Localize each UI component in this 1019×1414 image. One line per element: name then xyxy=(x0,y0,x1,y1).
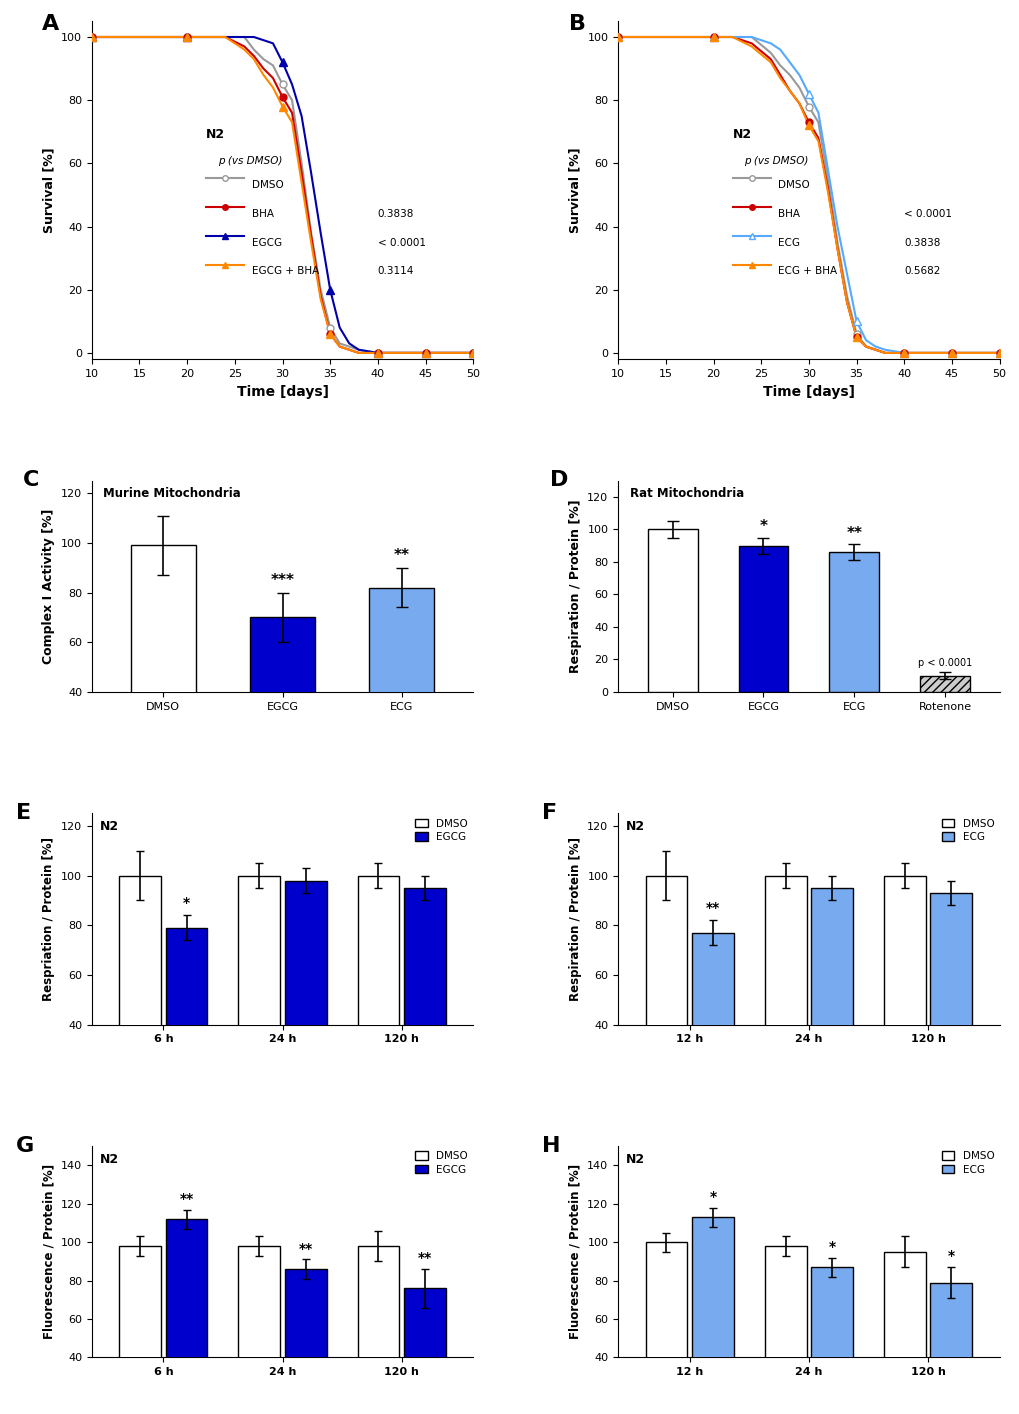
Text: *: * xyxy=(827,1240,835,1254)
Bar xyxy=(645,1243,687,1414)
Text: BHA: BHA xyxy=(777,209,800,219)
Text: p (vs DMSO): p (vs DMSO) xyxy=(743,157,808,167)
Text: Murine Mitochondria: Murine Mitochondria xyxy=(103,486,240,501)
Text: **: ** xyxy=(418,1251,432,1266)
Text: DMSO: DMSO xyxy=(777,180,809,189)
Text: **: ** xyxy=(393,547,410,563)
Bar xyxy=(119,1246,161,1414)
Y-axis label: Respriation / Protein [%]: Respriation / Protein [%] xyxy=(43,837,55,1001)
Text: 0.3838: 0.3838 xyxy=(904,238,940,247)
Bar xyxy=(404,888,445,1124)
Text: H: H xyxy=(541,1135,559,1155)
Text: DMSO: DMSO xyxy=(252,180,283,189)
Bar xyxy=(645,875,687,1124)
Bar xyxy=(647,529,697,691)
Bar xyxy=(404,1288,445,1414)
Text: **: ** xyxy=(179,1192,194,1206)
Text: N2: N2 xyxy=(99,1152,118,1165)
Text: E: E xyxy=(15,803,31,823)
Bar xyxy=(250,618,315,792)
Bar xyxy=(929,894,971,1124)
Bar xyxy=(738,546,788,691)
Bar xyxy=(810,888,852,1124)
Text: Rat Mitochondria: Rat Mitochondria xyxy=(629,486,743,501)
X-axis label: Time [days]: Time [days] xyxy=(236,385,328,399)
Text: ECG + BHA: ECG + BHA xyxy=(777,266,837,276)
Text: C: C xyxy=(23,469,40,491)
Y-axis label: Respiration / Protein [%]: Respiration / Protein [%] xyxy=(569,837,581,1001)
Bar xyxy=(883,875,925,1124)
Bar xyxy=(919,676,969,691)
Y-axis label: Respiration / Protein [%]: Respiration / Protein [%] xyxy=(569,499,581,673)
Bar xyxy=(238,875,280,1124)
Y-axis label: Fluorescence / Protein [%]: Fluorescence / Protein [%] xyxy=(569,1164,581,1339)
Legend: DMSO, EGCG: DMSO, EGCG xyxy=(415,1151,468,1175)
Text: p (vs DMSO): p (vs DMSO) xyxy=(217,157,282,167)
Text: G: G xyxy=(15,1135,34,1155)
Text: F: F xyxy=(541,803,556,823)
Text: *: * xyxy=(759,519,766,534)
Bar xyxy=(238,1246,280,1414)
Text: ***: *** xyxy=(270,573,294,588)
Text: **: ** xyxy=(705,901,719,915)
Bar xyxy=(369,588,434,792)
Text: ECG: ECG xyxy=(777,238,800,247)
Bar xyxy=(165,928,207,1124)
Bar xyxy=(692,933,733,1124)
Y-axis label: Survival [%]: Survival [%] xyxy=(43,147,55,233)
Text: 0.5682: 0.5682 xyxy=(904,266,940,276)
Legend: DMSO, EGCG: DMSO, EGCG xyxy=(415,819,468,841)
Text: *: * xyxy=(947,1250,954,1263)
Text: A: A xyxy=(42,14,59,34)
Text: N2: N2 xyxy=(99,820,118,833)
Bar xyxy=(764,875,806,1124)
Bar xyxy=(929,1282,971,1414)
Bar xyxy=(130,546,196,792)
Bar xyxy=(119,875,161,1124)
Text: EGCG: EGCG xyxy=(252,238,282,247)
Text: B: B xyxy=(568,14,585,34)
Text: *: * xyxy=(708,1189,715,1203)
Y-axis label: Survival [%]: Survival [%] xyxy=(569,147,581,233)
Y-axis label: Complex I Activity [%]: Complex I Activity [%] xyxy=(43,509,55,665)
Text: N2: N2 xyxy=(626,1152,644,1165)
Text: D: D xyxy=(549,469,568,491)
Text: EGCG + BHA: EGCG + BHA xyxy=(252,266,319,276)
Bar xyxy=(284,881,326,1124)
Bar xyxy=(810,1267,852,1414)
Y-axis label: Fluorescence / Protein [%]: Fluorescence / Protein [%] xyxy=(43,1164,55,1339)
Text: BHA: BHA xyxy=(252,209,274,219)
Text: N2: N2 xyxy=(206,127,225,140)
Bar xyxy=(883,1251,925,1414)
Legend: DMSO, ECG: DMSO, ECG xyxy=(941,819,994,841)
Bar xyxy=(692,1217,733,1414)
Text: < 0.0001: < 0.0001 xyxy=(377,238,426,247)
Text: **: ** xyxy=(299,1241,313,1256)
Legend: DMSO, ECG: DMSO, ECG xyxy=(941,1151,994,1175)
Text: *: * xyxy=(182,896,190,911)
Bar xyxy=(284,1270,326,1414)
Text: N2: N2 xyxy=(626,820,644,833)
X-axis label: Time [days]: Time [days] xyxy=(762,385,854,399)
Bar xyxy=(764,1246,806,1414)
Text: 0.3838: 0.3838 xyxy=(377,209,414,219)
Bar xyxy=(358,875,398,1124)
Text: **: ** xyxy=(846,526,861,540)
Text: 0.3114: 0.3114 xyxy=(377,266,414,276)
Text: p < 0.0001: p < 0.0001 xyxy=(917,658,971,667)
Text: N2: N2 xyxy=(732,127,751,140)
Text: < 0.0001: < 0.0001 xyxy=(904,209,952,219)
Bar xyxy=(828,553,878,691)
Bar xyxy=(358,1246,398,1414)
Bar xyxy=(165,1219,207,1414)
